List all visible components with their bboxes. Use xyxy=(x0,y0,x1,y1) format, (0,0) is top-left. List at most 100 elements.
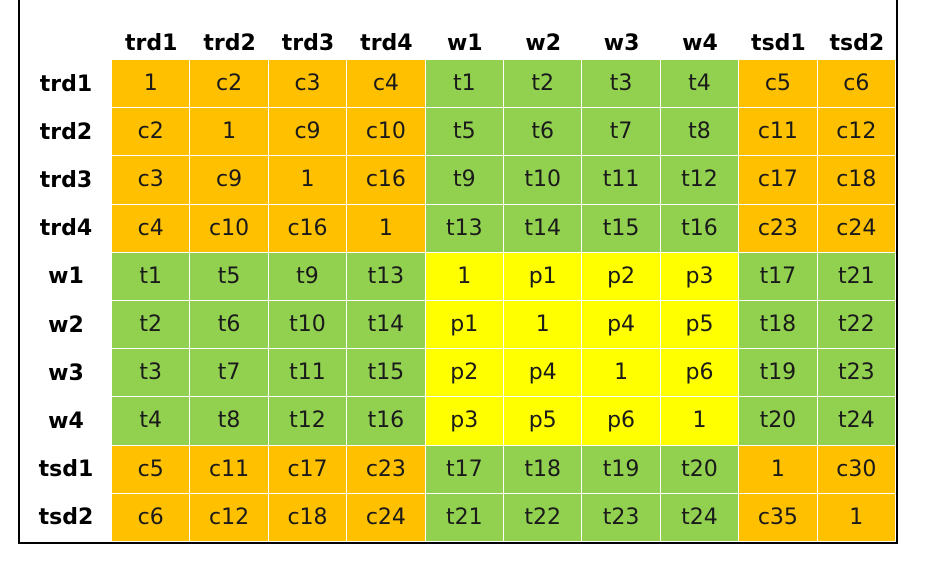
matrix-cell: 1 xyxy=(190,108,269,157)
matrix-cell: t2 xyxy=(112,301,191,350)
matrix-cell: t20 xyxy=(660,445,740,494)
matrix-cell: p4 xyxy=(582,301,661,350)
matrix-cell: c17 xyxy=(268,445,348,494)
column-header: trd1 xyxy=(124,31,178,56)
matrix-cell: 1 xyxy=(817,493,896,542)
matrix-cell: t14 xyxy=(504,204,583,253)
column-header: w3 xyxy=(603,31,640,56)
header-row: trd1 trd2 trd3 trd4 w1 w2 w3 w4 tsd1 tsd2 xyxy=(20,0,896,60)
matrix-cell: p3 xyxy=(660,252,740,301)
matrix-cell: p6 xyxy=(582,397,661,446)
matrix-cell: t20 xyxy=(739,397,818,446)
matrix-cell: c10 xyxy=(190,204,269,253)
matrix-cell: t8 xyxy=(190,397,269,446)
column-header: tsd1 xyxy=(751,31,806,56)
matrix-cell: c18 xyxy=(817,156,896,205)
matrix-cell: t15 xyxy=(347,349,426,398)
matrix-cell: t21 xyxy=(817,252,896,301)
matrix-cell: t10 xyxy=(504,156,583,205)
matrix-cell: t13 xyxy=(425,204,504,253)
matrix-cell: t16 xyxy=(660,204,740,253)
matrix-cell: t18 xyxy=(739,301,818,350)
matrix-cell: t11 xyxy=(268,349,348,398)
matrix-cell: c18 xyxy=(268,493,348,542)
column-header: tsd2 xyxy=(829,31,885,56)
row-header: trd1 xyxy=(39,71,93,97)
table-frame xyxy=(18,0,898,544)
matrix-cell: 1 xyxy=(425,252,504,301)
table-row: trd1 1 c2 c3 c4 t1 t2 t3 t4 c5 c6 xyxy=(20,60,896,109)
matrix-cell: t7 xyxy=(190,349,269,398)
matrix-cell: c23 xyxy=(347,445,426,494)
matrix-cell: c24 xyxy=(817,204,896,253)
column-header: w4 xyxy=(682,31,718,56)
matrix-cell: t6 xyxy=(190,301,269,350)
matrix-cell: c5 xyxy=(739,60,818,109)
table-row: w3 t3 t7 t11 t15 p2 p4 1 p6 t19 t23 xyxy=(20,349,896,398)
table-row: trd2 c2 1 c9 c10 t5 t6 t7 t8 c11 c12 xyxy=(20,108,896,157)
matrix-cell: c12 xyxy=(817,108,896,157)
row-header: trd4 xyxy=(39,216,93,242)
matrix-cell: t1 xyxy=(112,252,191,301)
matrix-cell: t4 xyxy=(112,397,191,446)
matrix-cell: t7 xyxy=(582,108,661,157)
matrix-cell: c2 xyxy=(190,60,269,109)
column-header: w1 xyxy=(446,31,483,56)
matrix-cell: 1 xyxy=(582,349,661,398)
matrix-cell: p5 xyxy=(504,397,583,446)
matrix-cell: 1 xyxy=(504,301,583,350)
matrix-cell: t14 xyxy=(347,301,426,350)
matrix-cell: c9 xyxy=(190,156,269,205)
matrix-cell: t3 xyxy=(112,349,191,398)
row-header: tsd2 xyxy=(38,505,94,531)
matrix-cell: c30 xyxy=(817,445,896,494)
matrix-cell: c11 xyxy=(190,445,269,494)
matrix-cell: t21 xyxy=(425,493,504,542)
matrix-cell: t2 xyxy=(504,60,583,109)
column-header: trd4 xyxy=(360,31,413,56)
row-header: trd2 xyxy=(39,119,93,145)
matrix-cell: t12 xyxy=(268,397,348,446)
matrix-cell: t19 xyxy=(582,445,661,494)
table-row: trd4 c4 c10 c16 1 t13 t14 t15 t16 c23 c24 xyxy=(20,204,896,253)
matrix-cell: c5 xyxy=(112,445,191,494)
matrix-cell: 1 xyxy=(112,60,191,109)
matrix-cell: t3 xyxy=(582,60,661,109)
row-header: tsd1 xyxy=(38,457,94,483)
matrix-cell: t17 xyxy=(425,445,504,494)
matrix-cell: t24 xyxy=(817,397,896,446)
table-row: trd3 c3 c9 1 c16 t9 t10 t11 t12 c17 c18 xyxy=(20,156,896,205)
matrix-cell: t1 xyxy=(425,60,504,109)
matrix-cell: c6 xyxy=(817,60,896,109)
row-header: w3 xyxy=(48,360,84,386)
matrix-cell: p1 xyxy=(425,301,504,350)
matrix-cell: p4 xyxy=(504,349,583,398)
matrix-cell: c12 xyxy=(190,493,269,542)
row-header: w2 xyxy=(48,312,84,338)
matrix-cell: c2 xyxy=(112,108,191,157)
matrix-cell: t23 xyxy=(582,493,661,542)
matrix-cell: t8 xyxy=(660,108,740,157)
matrix-cell: c4 xyxy=(112,204,191,253)
matrix-cell: t5 xyxy=(190,252,269,301)
column-header: trd2 xyxy=(203,31,256,56)
matrix-cell: t24 xyxy=(660,493,740,542)
correlation-matrix: trd1 trd2 trd3 trd4 w1 w2 w3 w4 tsd1 tsd2 trd1 1 c2 c… xyxy=(20,0,896,542)
column-header: w2 xyxy=(525,31,562,56)
matrix-cell: t6 xyxy=(504,108,583,157)
matrix-cell: p1 xyxy=(504,252,583,301)
matrix-cell: t12 xyxy=(660,156,740,205)
matrix-cell: t19 xyxy=(739,349,818,398)
matrix-cell: t22 xyxy=(504,493,583,542)
matrix-cell: c11 xyxy=(739,108,818,157)
row-header: trd3 xyxy=(39,167,93,193)
matrix-cell: t17 xyxy=(739,252,818,301)
matrix-cell: c35 xyxy=(739,493,818,542)
matrix-cell: c10 xyxy=(347,108,426,157)
matrix-cell: p3 xyxy=(425,397,504,446)
matrix-cell: t4 xyxy=(660,60,740,109)
matrix-cell: p2 xyxy=(425,349,504,398)
matrix-cell: t13 xyxy=(347,252,426,301)
matrix-cell: t10 xyxy=(268,301,348,350)
row-header: w4 xyxy=(48,408,84,434)
